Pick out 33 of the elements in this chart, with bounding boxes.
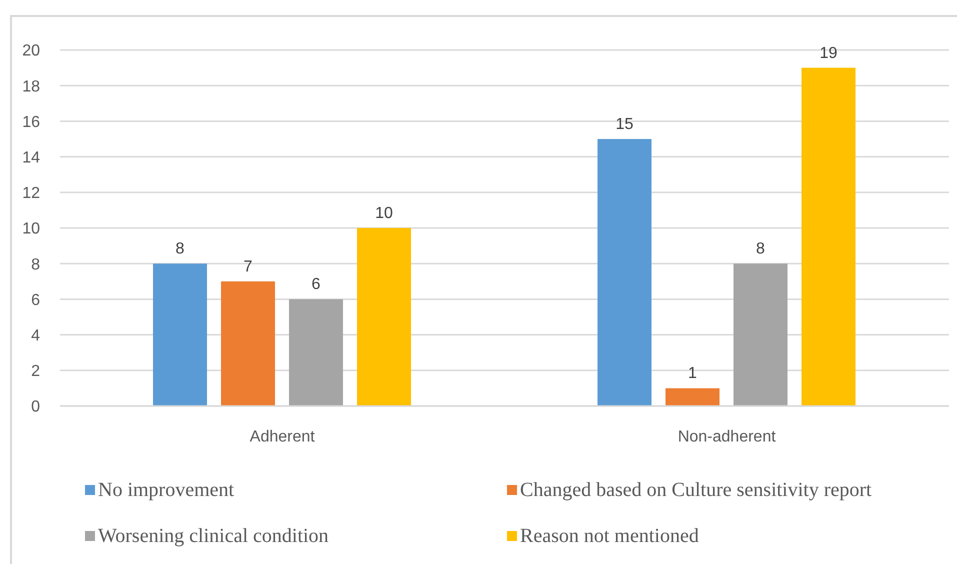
data-label: 8	[176, 240, 185, 258]
bar	[221, 281, 275, 406]
y-tick-label: 8	[31, 256, 40, 274]
y-tick-label: 12	[22, 185, 40, 202]
y-tick-label: 4	[31, 327, 40, 344]
x-tick-label: Non-adherent	[678, 428, 776, 446]
data-label: 6	[312, 276, 321, 294]
bar	[734, 264, 788, 406]
y-tick-label: 18	[22, 78, 40, 96]
x-tick-label: Adherent	[250, 428, 316, 446]
bar	[802, 68, 856, 406]
legend-label: Worsening clinical condition	[98, 524, 329, 548]
legend-label: Reason not mentioned	[520, 524, 699, 548]
y-tick-label: 16	[22, 114, 40, 131]
bar	[153, 264, 207, 406]
y-tick-label: 14	[22, 149, 40, 166]
y-tick-label: 2	[31, 363, 40, 380]
bar	[598, 139, 652, 406]
y-tick-label: 6	[31, 292, 40, 309]
y-tick-label: 0	[31, 398, 40, 416]
legend-label: No improvement	[98, 478, 234, 502]
data-label: 19	[820, 44, 838, 62]
data-label: 10	[375, 205, 393, 222]
data-label: 7	[244, 258, 253, 276]
bar	[357, 228, 411, 406]
y-tick-label: 10	[22, 220, 40, 238]
bar	[666, 388, 720, 406]
data-label: 8	[756, 240, 766, 258]
data-label: 15	[616, 116, 634, 133]
y-tick-label: 20	[22, 42, 40, 60]
data-label: 1	[688, 365, 698, 382]
legend-label: Changed based on Culture sensitivity report	[520, 478, 872, 502]
bar	[289, 299, 343, 406]
